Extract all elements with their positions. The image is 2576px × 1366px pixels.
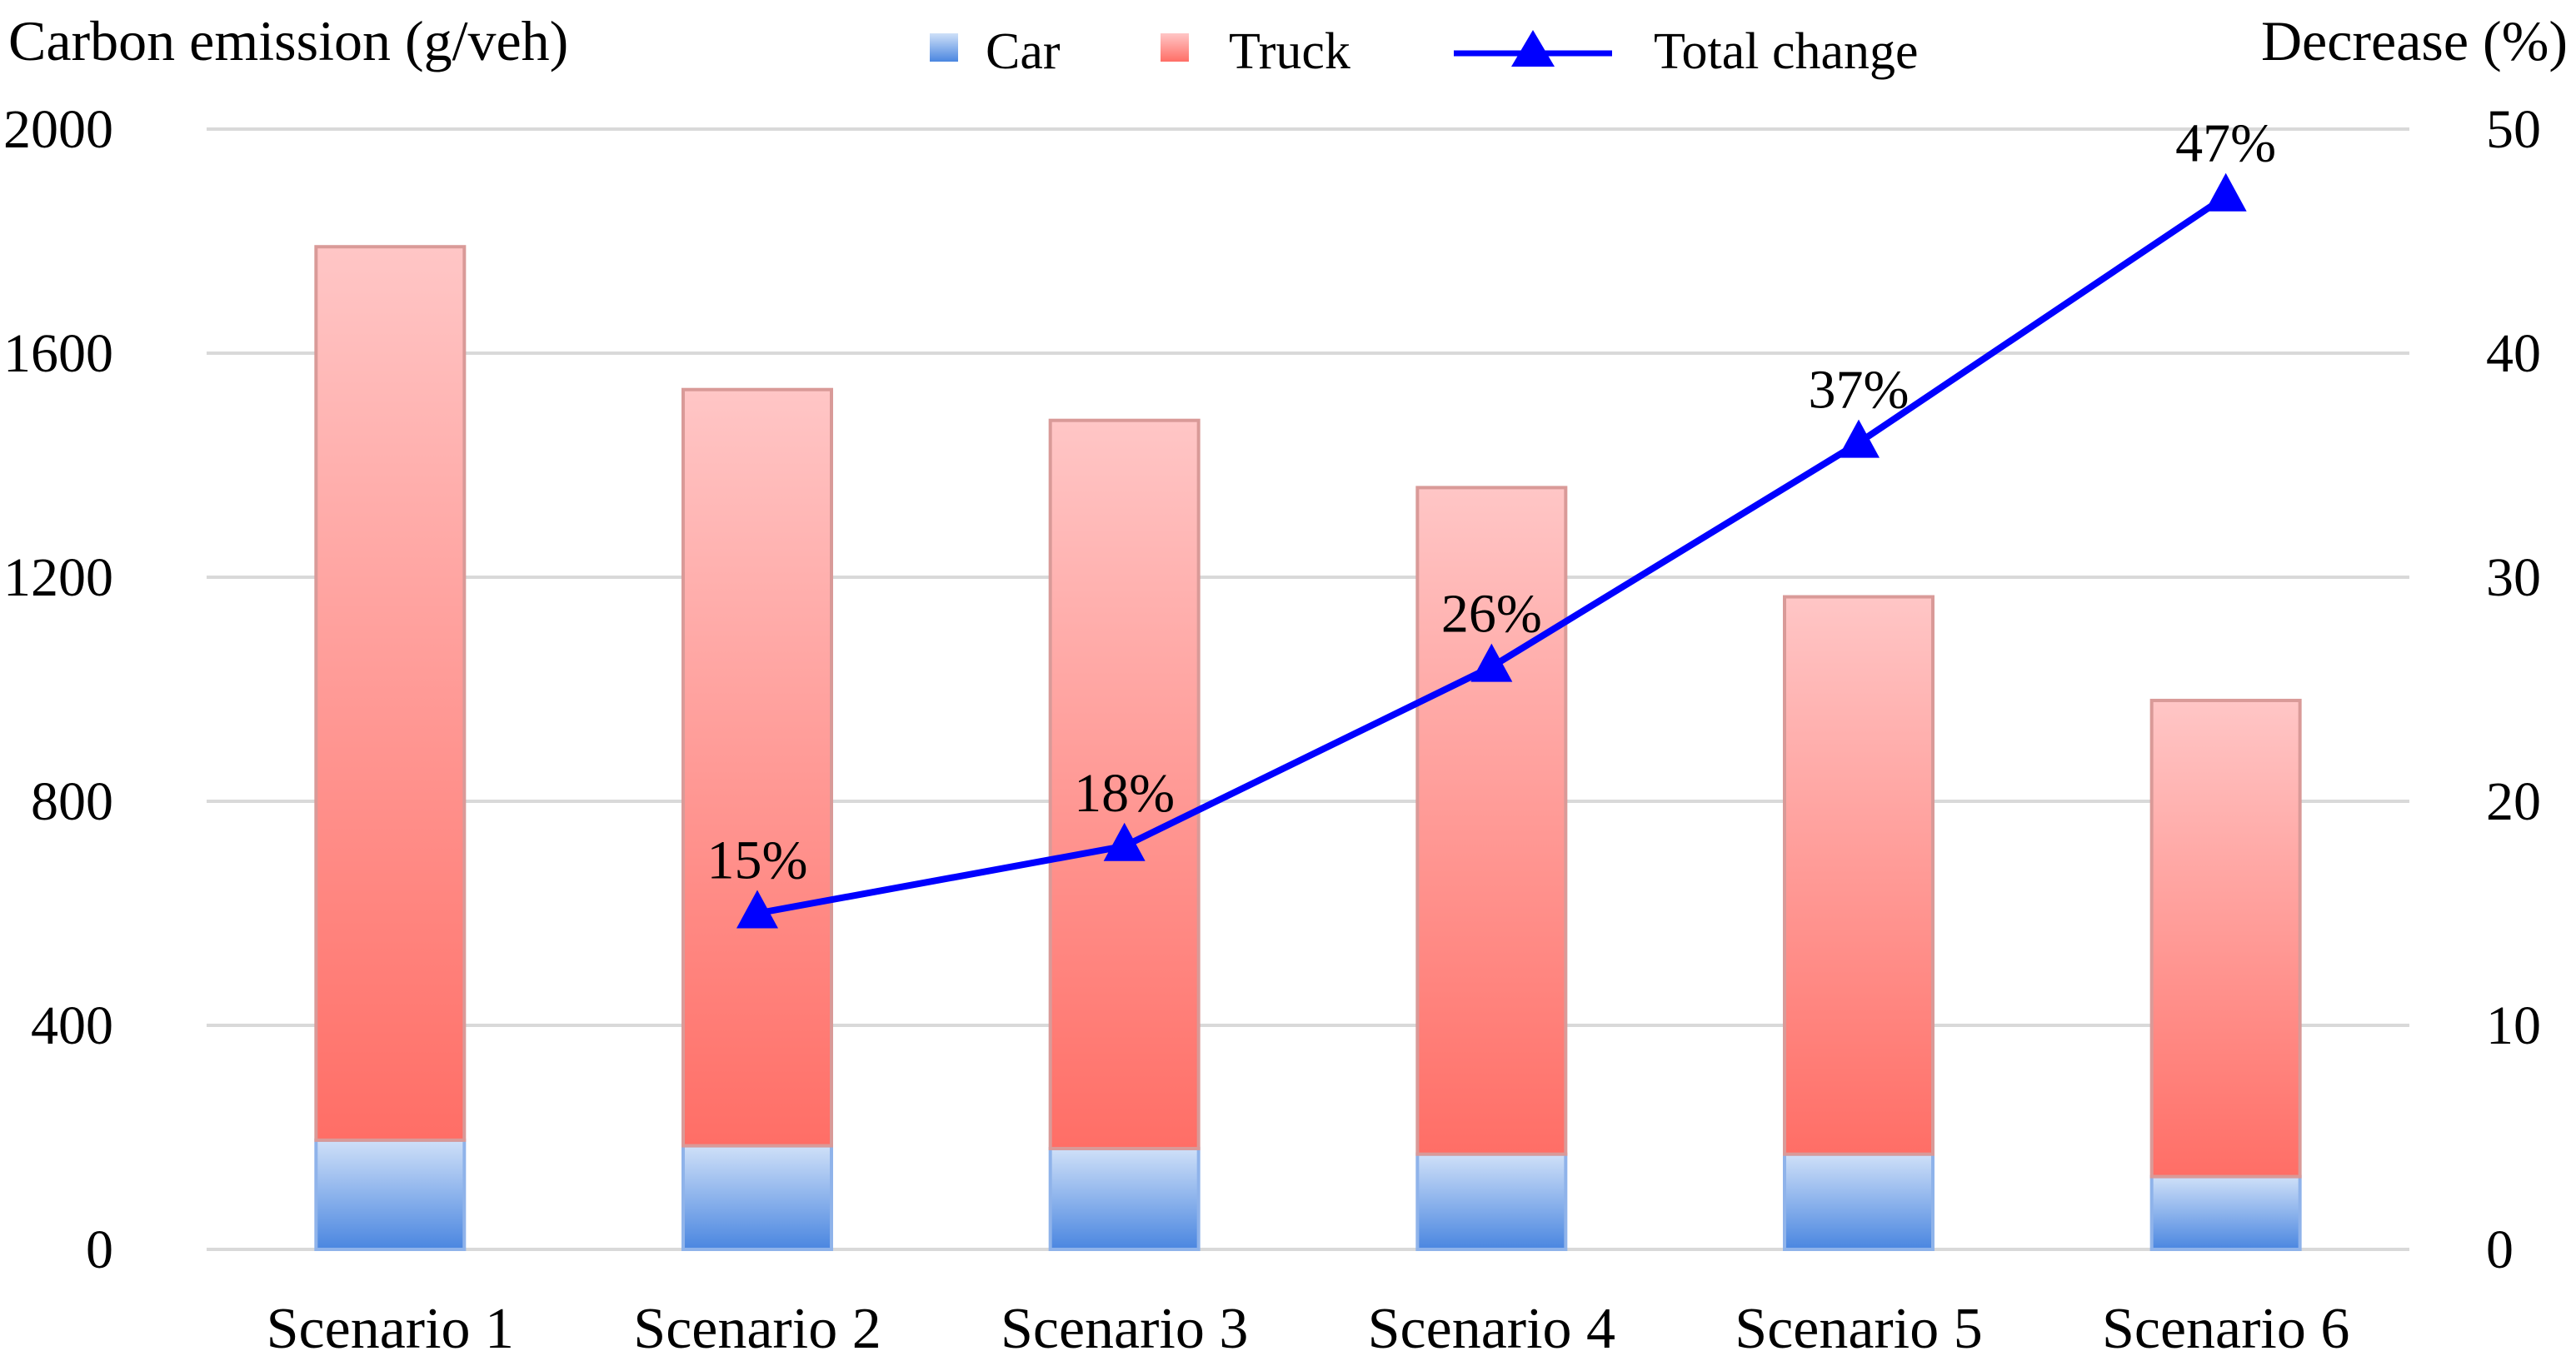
y-left-tick-label: 800	[31, 771, 113, 832]
bars	[314, 245, 2302, 1252]
bar-truck	[2149, 698, 2302, 1179]
bar-car	[1048, 1146, 1201, 1251]
bar-truck	[314, 245, 467, 1142]
y-right-tick-label: 50	[2486, 99, 2541, 160]
y-axis-right-title: Decrease (%)	[2261, 9, 2568, 72]
data-labels: 15% 18% 26% 37% 47%	[707, 113, 2277, 891]
axis-ticks: 0 0 400 10 800 20 1200 30 1600 40 2000 50 Scenario 1…	[3, 99, 2541, 1361]
y-left-tick-label: 400	[31, 995, 113, 1056]
y-right-tick-label: 20	[2486, 771, 2541, 832]
y-right-tick-label: 0	[2486, 1219, 2514, 1280]
total-change-data-label: 47%	[2175, 113, 2276, 174]
total-change-marker	[2204, 172, 2247, 212]
y-left-tick-label: 1600	[3, 323, 113, 384]
legend-label-car: Car	[986, 23, 1061, 80]
y-axis-left-title: Carbon emission (g/veh)	[8, 9, 568, 72]
y-left-tick-label: 2000	[3, 99, 113, 160]
total-change-marker	[1103, 822, 1146, 861]
legend-swatch-car	[930, 33, 958, 62]
x-category-label: Scenario 3	[1001, 1297, 1248, 1361]
total-change-data-label: 18%	[1074, 763, 1175, 824]
legend: Car Truck Total change	[930, 23, 1919, 80]
total-change-data-label: 15%	[707, 830, 808, 891]
total-change-line	[736, 172, 2247, 929]
gridlines	[207, 127, 2409, 1251]
legend-marker-triangle	[1511, 30, 1555, 67]
bar-car	[1415, 1152, 1568, 1252]
total-change-marker	[1838, 419, 1880, 458]
x-category-label: Scenario 6	[2102, 1297, 2349, 1361]
bar-truck	[1048, 418, 1201, 1150]
bar-car	[2149, 1174, 2302, 1251]
y-right-tick-label: 40	[2486, 323, 2541, 384]
bar-truck	[1415, 486, 1568, 1156]
legend-label-truck: Truck	[1229, 23, 1350, 80]
x-category-label: Scenario 1	[267, 1297, 514, 1361]
total-change-data-label: 37%	[1809, 360, 1910, 421]
x-category-label: Scenario 4	[1368, 1297, 1615, 1361]
x-category-label: Scenario 5	[1735, 1297, 1982, 1361]
bar-truck	[681, 387, 833, 1148]
bar-truck	[1783, 595, 1934, 1156]
x-category-label: Scenario 2	[633, 1297, 881, 1361]
y-right-tick-label: 10	[2486, 995, 2541, 1056]
total-change-data-label: 26%	[1441, 584, 1542, 645]
total-change-marker	[1470, 643, 1513, 682]
bar-car	[1783, 1152, 1934, 1252]
total-change-marker	[736, 890, 778, 929]
y-right-tick-label: 30	[2486, 547, 2541, 608]
bar-car	[314, 1138, 467, 1252]
y-left-tick-label: 1200	[3, 547, 113, 608]
bar-car	[681, 1144, 833, 1252]
y-left-tick-label: 0	[86, 1219, 113, 1280]
legend-swatch-truck	[1161, 33, 1189, 62]
legend-label-total-change: Total change	[1654, 23, 1919, 80]
